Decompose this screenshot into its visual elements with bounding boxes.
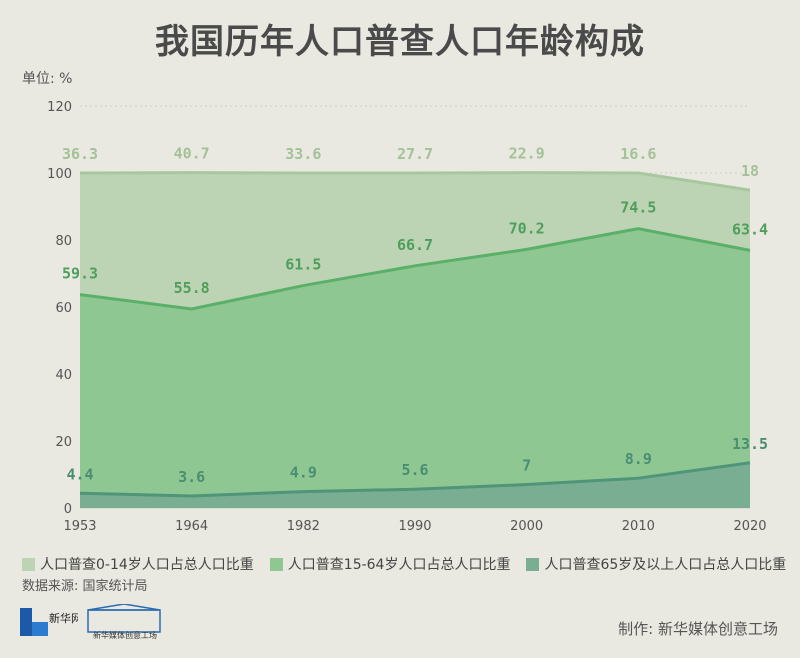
x-tick-label: 1990 [398,519,431,534]
y-tick-label: 60 [55,301,72,316]
data-label-elderly: 7 [522,457,531,475]
logo-creative-text: 新华媒体创意工场 [93,630,157,640]
line-young [79,171,751,192]
data-label-young: 18 [741,162,759,180]
y-tick-label: 40 [55,368,72,383]
data-label-young: 40.7 [174,145,210,163]
legend-swatch [22,557,35,571]
x-tick-label: 1953 [63,519,96,534]
x-tick-label: 1982 [287,519,320,534]
legend-item: 人口普查0-14岁人口占总人口比重 [22,554,254,574]
line-elderly [79,461,751,498]
data-label-young: 22.9 [509,145,545,163]
data-label-elderly: 8.9 [625,450,652,468]
data-label-young: 36.3 [62,145,98,163]
data-label-working: 66.7 [397,236,433,254]
xinhuanet-logo: 新华网 [20,608,78,636]
data-label-working: 63.4 [732,220,768,238]
y-tick-label: 120 [47,100,72,115]
legend-label: 人口普查0-14岁人口占总人口比重 [40,557,254,573]
line-working [79,227,751,311]
stacked-area-chart: 0 20 40 60 80 100 120 4.4 3.6 4.9 5.6 7 8.9 13.5 59.3 5… [47,100,768,534]
data-label-working: 74.5 [620,199,656,217]
chart-legend: 人口普查0-14岁人口占总人口比重 人口普查15-64岁人口占总人口比重 人口普查6… [22,554,792,574]
chart-title: 我国历年人口普查人口年龄构成 [155,22,645,62]
legend-label: 人口普查15-64岁人口占总人口比重 [287,557,511,573]
credit: 制作: 新华媒体创意工场 [618,620,778,638]
y-tick-label: 20 [55,435,72,450]
area-elderly [80,462,750,508]
data-label-young: 33.6 [285,145,321,163]
y-tick-label: 100 [47,167,72,182]
data-label-elderly: 13.5 [732,435,768,453]
data-label-young: 27.7 [397,145,433,163]
data-label-elderly: 4.4 [66,465,93,483]
x-tick-label: 2020 [733,519,766,534]
y-tick-label: 0 [64,502,72,517]
area-working [80,228,750,496]
data-label-working: 55.8 [174,279,210,297]
data-label-working: 61.5 [285,256,321,274]
logo-news-text: 新华网 [49,611,78,625]
x-tick-label: 2010 [622,519,655,534]
legend-label: 人口普查65岁及以上人口占总人口比重 [544,557,787,573]
x-tick-label: 1964 [175,519,208,534]
y-tick-label: 80 [55,234,72,249]
legend-item: 人口普查15-64岁人口占总人口比重 [269,554,511,574]
data-label-elderly: 3.6 [178,468,205,486]
data-source: 数据来源: 国家统计局 [22,579,148,594]
x-tick-label: 2000 [510,519,543,534]
data-label-elderly: 4.9 [290,464,317,482]
data-label-young: 16.6 [620,145,656,163]
logos: 新华网 新华媒体创意工场 [18,604,166,640]
area-young [80,172,750,310]
data-label-working: 70.2 [509,219,545,237]
legend-swatch [269,557,283,571]
unit-label: 单位: % [22,71,73,87]
legend-item: 人口普查65岁及以上人口占总人口比重 [526,554,786,574]
creative-workshop-logo: 新华媒体创意工场 [87,604,161,640]
legend-swatch [526,557,540,571]
data-label-working: 59.3 [62,265,98,283]
data-label-elderly: 5.6 [401,461,428,479]
